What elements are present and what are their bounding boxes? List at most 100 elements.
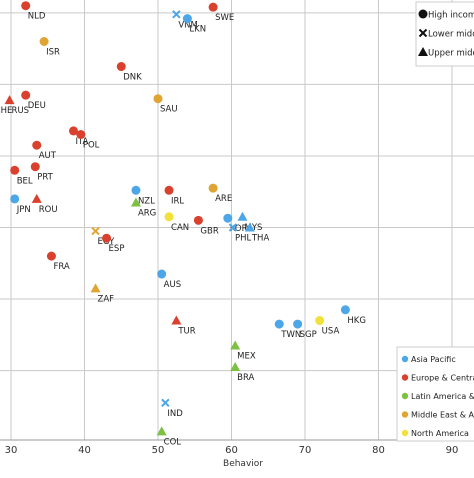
point-marker-cross	[173, 11, 180, 18]
point-marker-circle	[131, 186, 140, 195]
point-mex: MEX	[230, 341, 256, 362]
point-label: CAN	[171, 223, 189, 233]
legend-item-region: Middle East & Afric	[402, 411, 474, 420]
point-marker-circle	[154, 94, 163, 103]
point-marker-circle	[47, 252, 56, 261]
point-label: TUR	[177, 327, 195, 337]
legend-item-region: North America	[402, 429, 469, 438]
x-tick-label: 70	[299, 445, 312, 456]
point-marker-circle	[102, 234, 111, 243]
point-zaf: ZAF	[91, 283, 115, 304]
point-label: IRL	[171, 196, 184, 206]
point-marker-circle	[223, 214, 232, 223]
point-bra: BRA	[230, 362, 254, 383]
point-marker-circle	[341, 305, 350, 314]
point-marker-circle	[32, 141, 41, 150]
point-marker-cross	[162, 399, 169, 406]
point-label: SGP	[300, 330, 317, 340]
point-label: HKG	[347, 316, 366, 326]
point-label: CHE	[0, 106, 12, 116]
x-tick-label: 40	[78, 445, 91, 456]
point-label: PRT	[37, 173, 53, 183]
point-irl: IRL	[165, 186, 185, 207]
point-label: AUT	[39, 151, 57, 161]
point-rou: ROU	[32, 194, 58, 215]
point-marker-circle	[275, 320, 284, 329]
point-marker-cross	[92, 228, 99, 235]
point-can: CAN	[165, 212, 190, 233]
point-marker-circle	[31, 162, 40, 171]
point-marker-triangle	[238, 212, 248, 221]
legend-label: North America	[411, 429, 469, 438]
point-aut: AUT	[32, 141, 57, 162]
point-marker-circle	[117, 62, 126, 71]
point-hkg: HKG	[341, 305, 366, 326]
point-marker-triangle	[171, 316, 181, 325]
point-label: MEX	[237, 352, 256, 362]
legend-label: Middle East & Afric	[411, 411, 474, 420]
point-label: TWN	[280, 330, 301, 340]
legend-label: High income	[428, 11, 474, 21]
legend-item-region: Latin America & Ca	[402, 392, 474, 401]
x-tick-label: 90	[446, 445, 459, 456]
point-marker-circle	[315, 316, 324, 325]
point-gbr: GBR	[194, 216, 219, 237]
point-label: BEL	[17, 176, 33, 186]
point-label: NLD	[28, 12, 46, 22]
point-marker-circle	[157, 270, 166, 279]
point-label: USA	[322, 327, 340, 337]
point-label: LKN	[189, 25, 206, 35]
point-label: BRA	[237, 373, 254, 383]
point-marker-circle	[165, 212, 174, 221]
point-marker-circle	[209, 3, 218, 12]
point-label: COL	[164, 437, 182, 447]
legend-label: Europe & Central A	[411, 374, 474, 383]
income-legend: High income Lower middle Upper middle	[416, 2, 474, 66]
point-marker-circle	[165, 186, 174, 195]
point-label: ARG	[138, 208, 156, 218]
point-jpn: JPN	[10, 194, 31, 215]
legend-label: Latin America & Ca	[411, 392, 474, 401]
point-marker-triangle	[32, 194, 42, 203]
legend-label: Upper middle	[428, 49, 474, 59]
point-label: FRA	[53, 262, 69, 272]
point-label: GBR	[200, 226, 218, 236]
point-marker-circle	[10, 166, 19, 175]
x-tick-label: 50	[152, 445, 165, 456]
point-prt: PRT	[31, 162, 54, 183]
point-isr: ISR	[40, 37, 60, 58]
point-label: DEU	[28, 101, 46, 111]
point-marker-circle	[183, 14, 192, 23]
point-sau: SAU	[154, 94, 178, 115]
legend-label: Asia Pacific	[411, 355, 456, 364]
point-are: ARE	[209, 184, 233, 205]
data-points: NLDSWEVNMLKNISRDNKDEURUSCHESAUITAPOLAUTB…	[0, 1, 366, 447]
point-marker-circle	[40, 37, 49, 46]
point-marker-circle	[293, 320, 302, 329]
point-label: PHL	[235, 234, 252, 244]
point-fra: FRA	[47, 252, 70, 273]
legend-label: Lower middle	[428, 30, 474, 40]
legend-swatch	[402, 393, 408, 399]
point-label: SWE	[215, 13, 234, 23]
x-axis-label: Behavior	[223, 459, 263, 469]
point-marker-circle	[419, 10, 428, 19]
point-aus: AUS	[157, 270, 181, 291]
point-label: JPN	[16, 205, 31, 215]
point-bel: BEL	[10, 166, 33, 187]
legend-swatch	[402, 356, 408, 362]
point-label: POL	[83, 141, 100, 151]
legend-swatch	[402, 411, 408, 417]
point-marker-circle	[21, 1, 30, 10]
legend-item-income: Lower middle	[420, 30, 474, 40]
legend-swatch	[402, 374, 408, 380]
point-marker-circle	[194, 216, 203, 225]
point-label: ESP	[109, 244, 125, 254]
point-label: ISR	[46, 47, 60, 57]
point-marker-triangle	[91, 283, 101, 292]
point-label: DNK	[123, 73, 142, 83]
point-label: THA	[251, 234, 270, 244]
